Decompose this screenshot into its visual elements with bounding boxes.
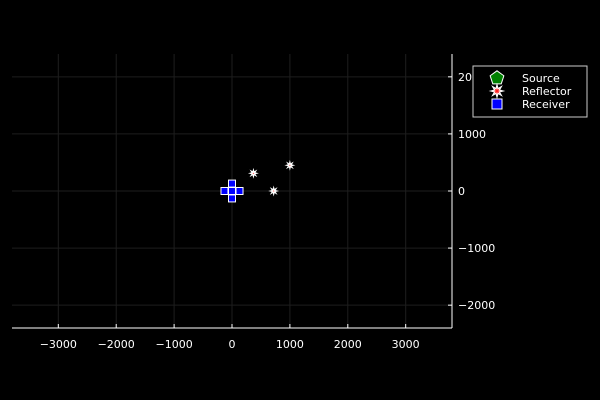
data-points <box>220 159 296 203</box>
axes <box>12 54 453 329</box>
x-tick-label: 1000 <box>276 338 304 351</box>
x-tick-label: −1000 <box>155 338 192 351</box>
tick-labels: −3000 −2000 −1000 0 1000 2000 3000 −2000 −1000 0 1… <box>40 71 496 351</box>
y-tick-label: 1000 <box>458 128 486 141</box>
receiver-point <box>228 187 236 195</box>
legend-marker-reflector <box>488 82 506 100</box>
receiver-point <box>228 179 236 188</box>
reflector-point <box>268 185 280 197</box>
y-tick-label: −1000 <box>458 242 495 255</box>
x-tick-label: 0 <box>229 338 236 351</box>
y-tick-label: −2000 <box>458 299 495 312</box>
x-tick-label: 3000 <box>392 338 420 351</box>
x-tick-label: −2000 <box>98 338 135 351</box>
y-tick-label: 0 <box>458 185 465 198</box>
receiver-point <box>235 187 244 195</box>
x-tick-label: −3000 <box>40 338 77 351</box>
legend-marker-receiver <box>491 98 503 110</box>
reflector-point <box>284 159 296 171</box>
receiver-point <box>228 194 236 203</box>
x-tick-label: 2000 <box>334 338 362 351</box>
legend-label-reflector: Reflector <box>522 85 572 98</box>
legend-label-receiver: Receiver <box>522 98 570 111</box>
reflector-point <box>247 167 259 179</box>
legend-label-source: Source <box>522 72 560 85</box>
receiver-point <box>220 187 229 195</box>
